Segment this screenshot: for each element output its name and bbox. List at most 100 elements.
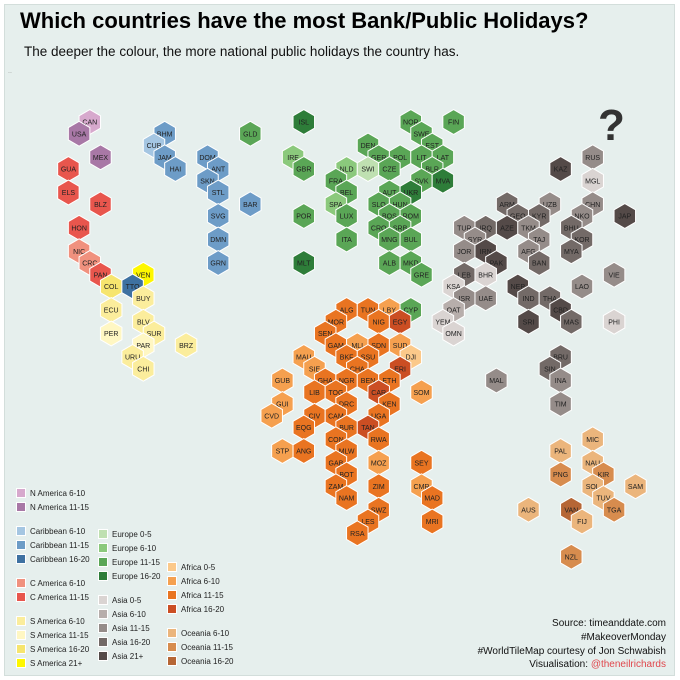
hex-shape[interactable]	[517, 496, 540, 523]
hex-shape[interactable]	[602, 496, 626, 523]
hex-shape[interactable]	[485, 367, 508, 394]
hex-shape[interactable]	[570, 273, 594, 300]
country-tile-cvd[interactable]: CVD	[260, 402, 283, 429]
country-tile-png[interactable]: PNG	[549, 461, 572, 488]
legend-item-as5[interactable]: Asia 21+	[98, 649, 166, 663]
hex-shape[interactable]	[99, 320, 123, 347]
hex-shape[interactable]	[560, 543, 583, 570]
country-tile-bar[interactable]: BAR	[239, 191, 262, 218]
country-tile-gbr[interactable]: GBR	[292, 156, 316, 182]
hex-shape[interactable]	[260, 402, 283, 429]
hex-shape[interactable]	[239, 120, 262, 147]
country-tile-zim[interactable]: ZIM	[367, 473, 390, 500]
legend-item-eu3[interactable]: Europe 11-15	[98, 555, 166, 569]
country-tile-dmn[interactable]: DMN	[206, 226, 230, 253]
country-tile-hon[interactable]: HON	[67, 214, 91, 241]
hex-shape[interactable]	[346, 520, 369, 547]
country-tile-brz[interactable]: BRZ	[174, 332, 198, 359]
country-tile-fij[interactable]: FIJ	[570, 508, 594, 535]
hex-shape[interactable]	[420, 508, 444, 535]
hex-shape[interactable]	[239, 191, 262, 218]
country-tile-mri[interactable]: MRI	[420, 508, 444, 535]
legend-item-af1[interactable]: Africa 0-5	[167, 560, 233, 574]
hex-shape[interactable]	[335, 485, 358, 511]
legend-item-as4[interactable]: Asia 16-20	[98, 635, 166, 649]
hex-shape[interactable]	[89, 191, 112, 218]
hex-shape[interactable]	[624, 473, 647, 500]
country-tile-por[interactable]: POR	[292, 203, 316, 229]
country-tile-mas[interactable]: MAS	[560, 308, 583, 335]
hex-shape[interactable]	[335, 226, 358, 253]
legend-item-sa4[interactable]: S America 21+	[16, 656, 96, 670]
hex-shape[interactable]	[292, 156, 316, 182]
hex-shape[interactable]	[549, 391, 572, 417]
country-tile-blz[interactable]: BLZ	[89, 191, 112, 218]
country-tile-fin[interactable]: FIN	[442, 109, 465, 135]
country-tile-ita[interactable]: ITA	[335, 226, 358, 253]
legend-item-oc1[interactable]: Oceania 6-10	[167, 626, 233, 640]
legend-item-oc3[interactable]: Oceania 16-20	[167, 654, 233, 668]
hex-shape[interactable]	[431, 167, 455, 194]
country-tile-per[interactable]: PER	[99, 320, 123, 347]
legend-item-sa3[interactable]: S America 16-20	[16, 642, 96, 656]
country-tile-som[interactable]: SOM	[410, 379, 433, 406]
country-tile-gua[interactable]: GUA	[57, 156, 80, 182]
country-tile-uae[interactable]: UAE	[474, 285, 497, 312]
country-tile-gub[interactable]: GUB	[271, 367, 294, 394]
country-tile-vie[interactable]: VIE	[602, 261, 626, 288]
country-tile-lao[interactable]: LAO	[570, 273, 594, 300]
hex-shape[interactable]	[570, 508, 594, 535]
legend-item-eu1[interactable]: Europe 0-5	[98, 527, 166, 541]
country-tile-moz[interactable]: MOZ	[367, 449, 390, 476]
hex-shape[interactable]	[602, 308, 626, 335]
hex-shape[interactable]	[410, 261, 433, 288]
author-handle-link[interactable]: @theneilrichards	[590, 659, 666, 671]
hex-shape[interactable]	[410, 379, 433, 406]
hex-shape[interactable]	[560, 238, 583, 265]
legend-item-af4[interactable]: Africa 16-20	[167, 602, 233, 616]
hex-shape[interactable]	[602, 261, 626, 288]
legend-item-na1[interactable]: N America 6-10	[16, 486, 96, 500]
hex-shape[interactable]	[57, 179, 80, 206]
hex-shape[interactable]	[206, 250, 230, 276]
hex-shape[interactable]	[517, 308, 540, 335]
country-tile-kaz[interactable]: KAZ	[549, 156, 572, 182]
country-tile-gre[interactable]: GRE	[410, 261, 433, 288]
hex-shape[interactable]	[292, 250, 316, 276]
hex-shape[interactable]	[174, 332, 198, 359]
legend-item-af2[interactable]: Africa 6-10	[167, 574, 233, 588]
legend-item-na2[interactable]: N America 11-15	[16, 500, 96, 514]
country-tile-mex[interactable]: MEX	[89, 144, 112, 171]
legend-item-af3[interactable]: Africa 11-15	[167, 588, 233, 602]
country-tile-isl[interactable]: ISL	[292, 109, 316, 135]
country-tile-grn[interactable]: GRN	[206, 250, 230, 276]
hex-shape[interactable]	[132, 355, 155, 382]
hex-shape[interactable]	[560, 308, 583, 335]
country-tile-usa[interactable]: USA	[67, 120, 91, 147]
legend-item-as1[interactable]: Asia 0-5	[98, 593, 166, 607]
hex-shape[interactable]	[474, 285, 497, 312]
country-tile-ang[interactable]: ANG	[292, 438, 316, 464]
legend-item-cb3[interactable]: Caribbean 16-20	[16, 552, 96, 566]
legend-item-as2[interactable]: Asia 6-10	[98, 607, 166, 621]
country-tile-aus[interactable]: AUS	[517, 496, 540, 523]
legend-item-sa1[interactable]: S America 6-10	[16, 614, 96, 628]
country-tile-mgl[interactable]: MGL	[581, 167, 604, 194]
legend-item-cb1[interactable]: Caribbean 6-10	[16, 524, 96, 538]
country-tile-sey[interactable]: SEY	[410, 449, 433, 476]
country-tile-ban[interactable]: BAN	[527, 250, 551, 276]
hex-shape[interactable]	[442, 320, 465, 347]
country-tile-hai[interactable]: HAI	[164, 156, 187, 182]
hex-shape[interactable]	[292, 203, 316, 229]
legend-item-sa2[interactable]: S America 11-15	[16, 628, 96, 642]
country-tile-phi[interactable]: PHI	[602, 308, 626, 335]
country-tile-tim[interactable]: TIM	[549, 391, 572, 417]
legend-item-eu2[interactable]: Europe 6-10	[98, 541, 166, 555]
country-tile-els[interactable]: ELS	[57, 179, 80, 206]
country-tile-stp[interactable]: STP	[271, 438, 294, 464]
hex-shape[interactable]	[549, 461, 572, 488]
country-tile-nam[interactable]: NAM	[335, 485, 358, 511]
country-tile-pal[interactable]: PAL	[549, 438, 572, 464]
country-tile-ecu[interactable]: ECU	[99, 297, 123, 323]
legend-item-cb2[interactable]: Caribbean 11-15	[16, 538, 96, 552]
